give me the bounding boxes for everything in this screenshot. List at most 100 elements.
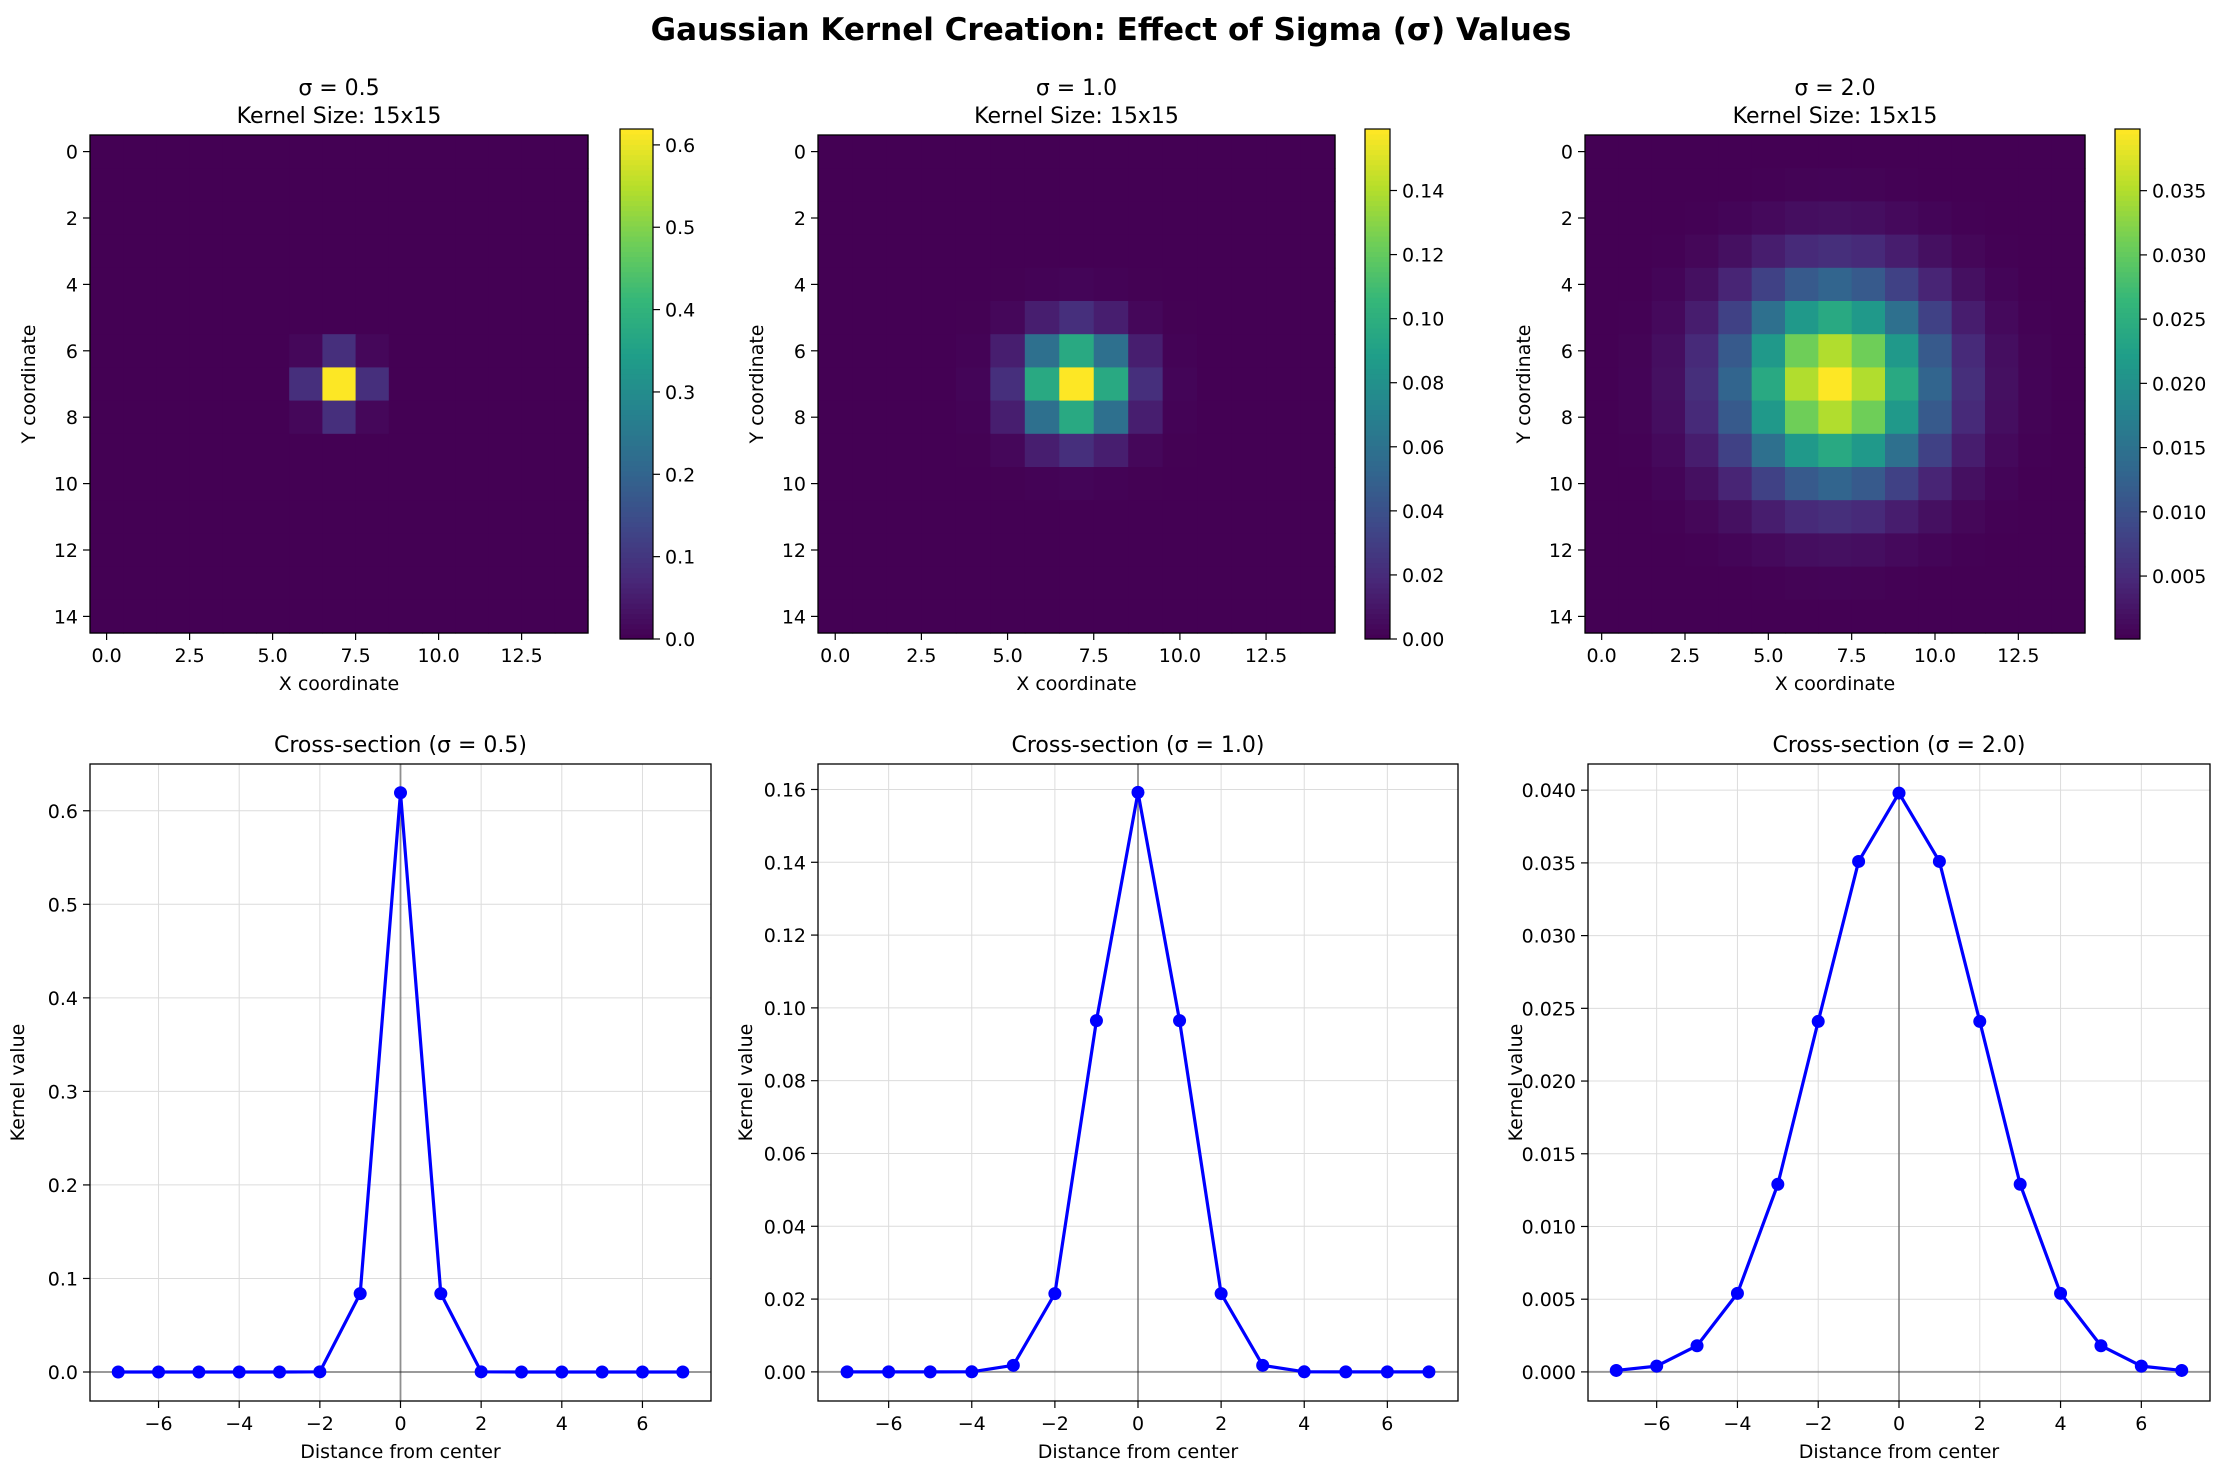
heatmap-cell xyxy=(222,135,257,169)
heatmap-cell xyxy=(1785,599,1819,634)
colorbar-segment xyxy=(620,317,653,324)
x-tick-label: 2.5 xyxy=(1670,645,1700,667)
heatmap-cell xyxy=(1197,400,1233,435)
heatmap-cell xyxy=(222,500,257,534)
heatmap-cell xyxy=(1618,135,1653,169)
heatmap-cell xyxy=(1818,267,1853,302)
heatmap-cell xyxy=(1818,433,1853,468)
heatmap-cell xyxy=(422,467,456,501)
heatmap-cell xyxy=(1585,267,1619,302)
heatmap-cell xyxy=(1885,201,1919,236)
heatmap-cell xyxy=(322,367,357,402)
heatmap-cell xyxy=(1885,599,1919,634)
colorbar-segment xyxy=(620,200,653,207)
heatmap-cell xyxy=(1300,367,1336,402)
heatmap-cell xyxy=(289,234,323,269)
heatmap-cell xyxy=(289,267,323,302)
colorbar-segment xyxy=(2115,526,2140,533)
colorbar-tick-label: 0.08 xyxy=(1402,373,1444,395)
colorbar-segment xyxy=(620,542,653,548)
heatmap-cell xyxy=(554,500,589,534)
heatmap-cell xyxy=(1024,367,1060,402)
heatmap-cell xyxy=(256,168,290,202)
heatmap-cell xyxy=(222,566,257,601)
colorbar-segment xyxy=(620,404,653,411)
heatmap-cell xyxy=(1651,500,1686,534)
heatmap-cell xyxy=(90,400,124,435)
colorbar-segment xyxy=(1365,353,1390,360)
heatmap-cell xyxy=(990,267,1026,302)
colorbar-segment xyxy=(2115,312,2140,319)
heatmap-cell xyxy=(1751,168,1786,202)
heatmap-cell xyxy=(1751,433,1786,468)
heatmap-cell xyxy=(123,168,157,202)
heatmap-cell xyxy=(1300,566,1336,601)
heatmap-cell xyxy=(1585,168,1619,202)
colorbar-tick-label: 0.020 xyxy=(2152,373,2206,395)
colorbar-segment xyxy=(2115,552,2140,558)
heatmap-cell xyxy=(1785,234,1819,269)
colorbar-segment xyxy=(1365,593,1390,599)
heatmap-cell xyxy=(1231,234,1267,269)
colorbar-segment xyxy=(620,460,653,467)
heatmap-cell xyxy=(990,500,1026,534)
heatmap-cell xyxy=(1818,467,1853,501)
heatmap-cell xyxy=(1197,201,1233,236)
heatmap-cell xyxy=(455,566,489,601)
colorbar-segment xyxy=(2115,460,2140,467)
heatmap-cell xyxy=(455,500,489,534)
colorbar-segment xyxy=(620,608,653,615)
colorbar-segment xyxy=(1365,333,1390,339)
heatmap-cell xyxy=(1093,533,1129,568)
heatmap-cell xyxy=(1128,433,1164,468)
data-point xyxy=(434,1287,448,1301)
heatmap-cell xyxy=(1266,433,1302,468)
colorbar-segment xyxy=(2115,516,2140,523)
colorbar-segment xyxy=(1365,348,1390,354)
heatmap-cell xyxy=(1985,400,2019,435)
heatmap-cell xyxy=(2018,267,2053,302)
heatmap-cell xyxy=(488,234,523,269)
heatmap-cell xyxy=(1059,367,1095,402)
y-tick-label: 0.3 xyxy=(48,1081,78,1103)
heatmap-cell xyxy=(322,599,357,634)
data-point xyxy=(882,1365,896,1379)
heatmap-cell xyxy=(322,234,357,269)
heatmap-cell xyxy=(455,168,489,202)
heatmap-cell xyxy=(1024,566,1060,601)
heatmap-cell xyxy=(289,566,323,601)
x-tick-label: −2 xyxy=(1804,1413,1832,1435)
heatmap-cell xyxy=(1985,500,2019,534)
heatmap-cell xyxy=(990,334,1026,368)
heatmap-cell xyxy=(554,400,589,435)
heatmap-cell xyxy=(1300,267,1336,302)
colorbar-segment xyxy=(620,292,653,298)
colorbar-segment xyxy=(2115,159,2140,166)
heatmap-cell xyxy=(123,234,157,269)
heatmap-cell xyxy=(955,301,991,335)
heatmap-cell xyxy=(1231,267,1267,302)
heatmap-cell xyxy=(2018,168,2053,202)
heatmap-cell xyxy=(554,334,589,368)
heatmap-title: σ = 0.5 xyxy=(298,76,379,101)
heatmap-cell xyxy=(1718,334,1753,368)
y-tick-label: 0.030 xyxy=(1522,926,1576,948)
y-tick-label: 0.10 xyxy=(764,998,806,1020)
heatmap-cell xyxy=(1685,367,1719,402)
heatmap-cell xyxy=(1059,334,1095,368)
y-tick-label: 0.020 xyxy=(1522,1071,1576,1093)
heatmap-cell xyxy=(955,433,991,468)
y-tick-label: 0.2 xyxy=(48,1175,78,1197)
heatmap-cell xyxy=(554,234,589,269)
colorbar-segment xyxy=(1365,623,1390,630)
data-point xyxy=(474,1365,488,1379)
heatmap-cell xyxy=(1024,400,1060,435)
data-point xyxy=(1048,1287,1062,1301)
heatmap-cell xyxy=(322,566,357,601)
heatmap-cell xyxy=(1718,599,1753,634)
heatmap-cell xyxy=(955,599,991,634)
colorbar-segment xyxy=(1365,588,1390,594)
colorbar-segment xyxy=(620,511,653,518)
colorbar-segment xyxy=(2115,266,2140,273)
colorbar-segment xyxy=(1365,363,1390,370)
